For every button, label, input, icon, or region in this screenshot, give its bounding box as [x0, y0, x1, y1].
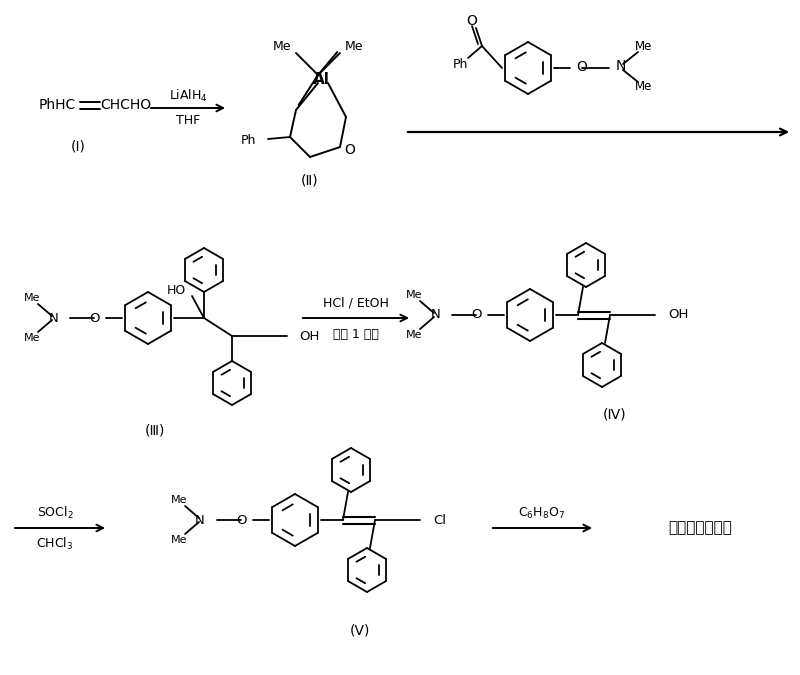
Text: Ph: Ph [241, 134, 256, 146]
Text: HO: HO [166, 284, 186, 296]
Text: OH: OH [299, 329, 319, 342]
Text: N: N [616, 59, 626, 73]
Text: (Ⅱ): (Ⅱ) [301, 173, 319, 187]
Text: HCl / EtOH: HCl / EtOH [323, 296, 389, 310]
Text: Me: Me [406, 330, 422, 340]
Text: O: O [345, 143, 355, 157]
Text: THF: THF [176, 115, 200, 128]
Text: C$_6$H$_8$O$_7$: C$_6$H$_8$O$_7$ [518, 506, 566, 520]
Text: Al: Al [313, 72, 330, 88]
Text: Me: Me [273, 40, 291, 53]
Text: Me: Me [635, 80, 653, 94]
Text: OH: OH [668, 308, 688, 321]
Text: N: N [195, 514, 205, 526]
Text: CHCl$_3$: CHCl$_3$ [36, 536, 74, 552]
Text: Ph: Ph [452, 57, 468, 70]
Text: LiAlH$_4$: LiAlH$_4$ [169, 88, 207, 104]
Text: SOCl$_2$: SOCl$_2$ [37, 505, 74, 521]
Text: O: O [576, 60, 587, 74]
Text: (Ⅳ): (Ⅳ) [603, 408, 627, 422]
Text: PhHC: PhHC [38, 98, 76, 112]
Text: (Ⅰ): (Ⅰ) [70, 140, 86, 154]
Text: N: N [430, 308, 440, 321]
Text: (Ⅲ): (Ⅲ) [145, 423, 165, 437]
Text: Me: Me [24, 293, 40, 303]
Text: 枸橼酸托瑞米訊: 枸橼酸托瑞米訊 [668, 520, 732, 535]
Text: Cl: Cl [433, 514, 446, 526]
Text: O: O [237, 514, 247, 526]
Text: Me: Me [170, 535, 187, 545]
Text: CHCHO: CHCHO [100, 98, 151, 112]
Text: Me: Me [406, 290, 422, 300]
Text: N: N [48, 311, 58, 325]
Text: Me: Me [345, 40, 363, 53]
Text: 回流 1 小时: 回流 1 小时 [333, 327, 379, 340]
Text: O: O [471, 308, 482, 321]
Text: Me: Me [170, 495, 187, 505]
Text: Me: Me [24, 333, 40, 343]
Text: O: O [90, 311, 100, 325]
Text: (Ⅴ): (Ⅴ) [350, 623, 370, 637]
Text: O: O [466, 14, 478, 28]
Text: Me: Me [635, 40, 653, 53]
